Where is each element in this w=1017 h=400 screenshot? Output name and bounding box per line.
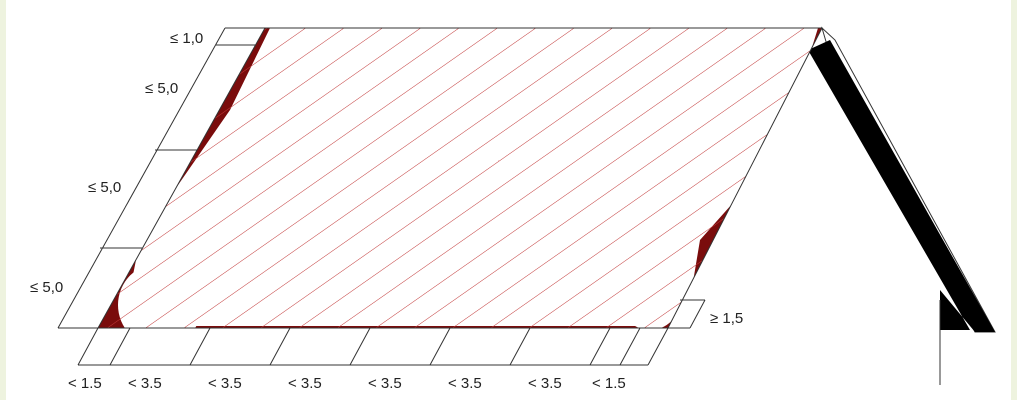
dimension-label: < 3.5 — [208, 375, 242, 392]
dimension-label: < 1.5 — [592, 375, 626, 392]
bottom-dimension — [77, 327, 669, 366]
gable — [808, 40, 995, 332]
dimension-label: ≤ 1,0 — [170, 30, 203, 47]
left-dimension — [57, 27, 265, 329]
dimension-label: ≤ 5,0 — [88, 179, 121, 196]
dimension-label: < 1.5 — [68, 375, 102, 392]
roof — [98, 28, 822, 328]
dimension-label: < 3.5 — [528, 375, 562, 392]
dimension-label: < 3.5 — [448, 375, 482, 392]
dimension-label: < 3.5 — [368, 375, 402, 392]
dimension-label: ≤ 5,0 — [145, 80, 178, 97]
right-dimension — [668, 299, 706, 329]
dimension-label: ≥ 1,5 — [710, 310, 743, 327]
dimension-label: ≤ 5,0 — [30, 279, 63, 296]
dimension-label: < 3.5 — [288, 375, 322, 392]
dimension-label: < 3.5 — [128, 375, 162, 392]
roof-outline — [97, 27, 823, 329]
